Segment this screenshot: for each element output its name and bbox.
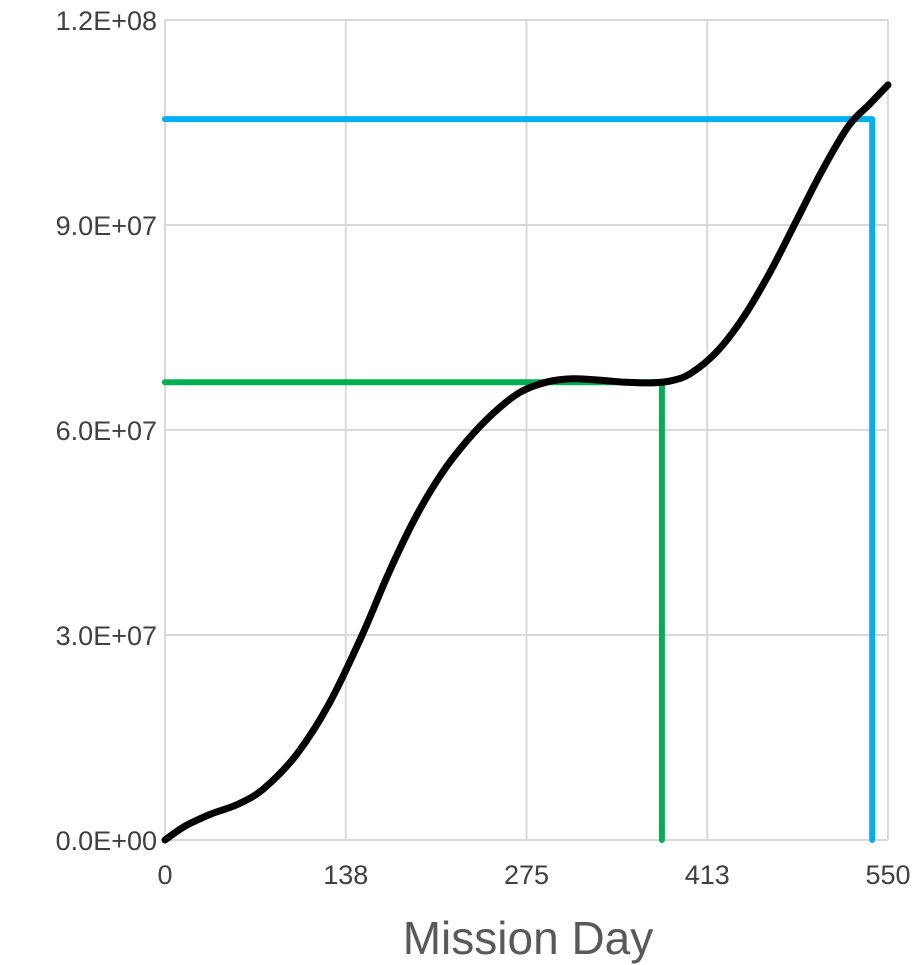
y-tick-label: 6.0E+07 [56, 416, 157, 446]
y-tick-label: 1.2E+08 [56, 6, 157, 36]
x-axis-title: Mission Day [403, 912, 654, 964]
y-tick-label: 9.0E+07 [56, 211, 157, 241]
x-tick-labels: 0 138 275 413 550 [157, 860, 910, 890]
gridlines [164, 19, 889, 841]
x-tick-label: 0 [157, 860, 172, 890]
cumulative-curve [161, 81, 892, 844]
series-lines [161, 81, 892, 844]
y-tick-label: 0.0E+00 [56, 826, 157, 856]
y-tick-labels: 0.0E+00 3.0E+07 6.0E+07 9.0E+07 1.2E+08 [56, 6, 157, 856]
x-tick-label: 275 [504, 860, 549, 890]
y-tick-label: 3.0E+07 [56, 621, 157, 651]
green-reference-line [162, 379, 665, 843]
x-tick-label: 138 [323, 860, 368, 890]
blue-reference-line [162, 116, 876, 843]
x-tick-label: 413 [685, 860, 730, 890]
x-tick-label: 550 [865, 860, 910, 890]
